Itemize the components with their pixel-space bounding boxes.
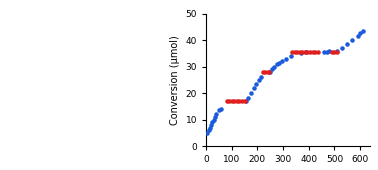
Point [242,100,248,103]
Point [253,82,259,85]
Point [289,51,295,53]
Point [324,51,330,53]
Point [326,49,332,52]
Point [310,51,316,53]
Y-axis label: Conversion (μmol): Conversion (μmol) [170,35,180,125]
Point [245,97,251,100]
Point [207,126,213,129]
Point [239,99,245,102]
Point [248,92,254,95]
Point [212,116,218,118]
Point [302,51,308,53]
Point [204,132,210,134]
Point [360,29,366,32]
Point [258,76,264,79]
Point [279,60,285,63]
Point [209,121,215,124]
Point [262,71,268,73]
Point [268,68,274,71]
Point [206,129,212,132]
Point [266,71,272,73]
Point [303,51,309,53]
Point [260,71,266,73]
Point [251,87,257,89]
Point [332,51,338,53]
Point [321,51,327,53]
Point [216,109,222,112]
Point [288,55,294,57]
Point [229,99,235,102]
Point [267,71,273,73]
Point [355,35,361,38]
Point [283,57,289,60]
Point [307,51,313,53]
Point [334,51,340,53]
Point [329,51,335,53]
Point [243,100,249,103]
Point [265,71,271,73]
Point [274,63,280,65]
Point [256,79,262,81]
Point [298,52,304,55]
Point [218,108,225,110]
Point [349,39,355,41]
Point [304,51,310,53]
Point [223,100,229,103]
Point [297,51,303,53]
Point [276,61,282,64]
Point [231,99,237,102]
Point [294,51,300,53]
Point [315,51,321,53]
Point [226,100,232,103]
Point [344,43,350,45]
Point [271,65,277,68]
Point [291,51,297,53]
Point [236,99,242,102]
Point [208,124,214,126]
Point [312,51,318,53]
Point [299,51,305,53]
Point [211,118,217,121]
Point [213,113,219,116]
Point [334,49,340,52]
Point [234,99,240,102]
Point [357,32,363,35]
Point [339,47,345,49]
